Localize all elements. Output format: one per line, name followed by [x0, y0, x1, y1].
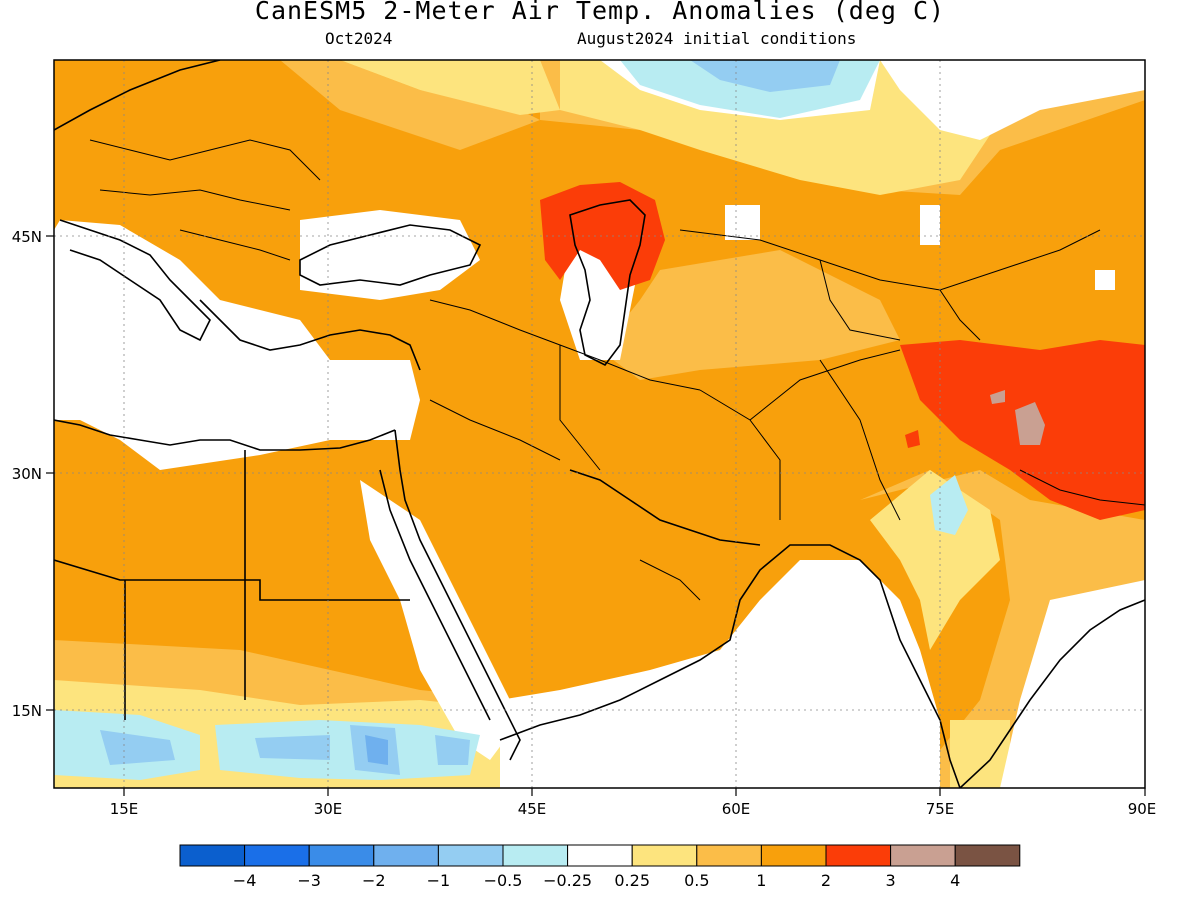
lon-tick-label: 45E: [518, 800, 547, 818]
colorbar: −4 −3 −2 −1 −0.5 −0.25 0.25 0.5 1 2 3 4: [179, 844, 1021, 890]
field-pakistan-warm: [905, 430, 920, 448]
lat-tick-label: 45N: [12, 228, 42, 246]
init-conditions-label: August2024 initial conditions: [577, 29, 857, 48]
colorbar-swatch: [631, 844, 698, 867]
field-bay-of-bengal: [1000, 580, 1145, 788]
map-frame: [53, 59, 1146, 789]
colorbar-label: −1: [427, 871, 451, 890]
field-arabian-sea: [500, 560, 940, 788]
field-ukraine-north: [280, 60, 540, 150]
country-borders: [89, 139, 1145, 601]
colorbar-label: 2: [821, 871, 831, 890]
field-india-west: [860, 470, 1145, 788]
field-siberia-neutral: [880, 60, 1145, 140]
field-black-sea: [300, 210, 480, 300]
field-africa-colder: [365, 735, 388, 765]
lon-tick-label: 15E: [110, 800, 139, 818]
colorbar-swatch: [308, 844, 375, 867]
colorbar-swatch: [373, 844, 439, 867]
colorbar-label: −0.25: [543, 871, 592, 890]
lat-tick-label: 30N: [12, 465, 42, 483]
field-russia-cold: [690, 60, 840, 92]
colorbar-label: 1: [756, 871, 766, 890]
colorbar-label: 4: [950, 871, 960, 890]
lon-tick-label: 30E: [314, 800, 343, 818]
colorbar-swatch: [954, 844, 1021, 867]
colorbar-swatch: [696, 844, 762, 867]
field-india-cool: [930, 475, 968, 535]
map-title: CanESM5 2-Meter Air Temp. Anomalies (deg…: [254, 0, 946, 25]
colorbar-swatch: [890, 844, 956, 867]
colorbar-swatch: [244, 844, 310, 867]
field-neutral-patches: [725, 205, 1115, 290]
lon-tick-label: 60E: [722, 800, 751, 818]
field-india-interior: [870, 470, 1000, 650]
colorbar-swatch: [437, 844, 504, 867]
field-turkmenistan: [600, 250, 900, 380]
colorbar-label: 0.5: [684, 871, 709, 890]
colorbar-label: −2: [362, 871, 386, 890]
lon-tick-label: 75E: [926, 800, 955, 818]
coastlines: [54, 60, 1145, 788]
field-russia-west: [340, 60, 560, 115]
colorbar-swatch: [760, 844, 827, 867]
gridlines: [54, 60, 1145, 788]
colorbar-label: −4: [233, 871, 257, 890]
colorbar-swatch: [825, 844, 892, 867]
anomaly-field: [54, 60, 1145, 788]
colorbar-label: 3: [886, 871, 896, 890]
valid-month-label: Oct2024: [325, 29, 393, 48]
field-mediterranean: [54, 220, 420, 470]
field-india-south: [950, 720, 1010, 788]
colorbar-swatch: [567, 844, 633, 867]
lat-tick-label: 15N: [12, 702, 42, 720]
colorbar-swatch: [179, 844, 246, 867]
field-east-africa-cool: [215, 720, 480, 780]
colorbar-label: −3: [297, 871, 321, 890]
lon-tick-label: 90E: [1128, 800, 1157, 818]
colorbar-swatch: [502, 844, 569, 867]
field-tibet-hot: [990, 390, 1045, 445]
colorbar-label: −0.5: [484, 871, 523, 890]
tick-marks: [46, 235, 1146, 796]
colorbar-label: 0.25: [614, 871, 650, 890]
